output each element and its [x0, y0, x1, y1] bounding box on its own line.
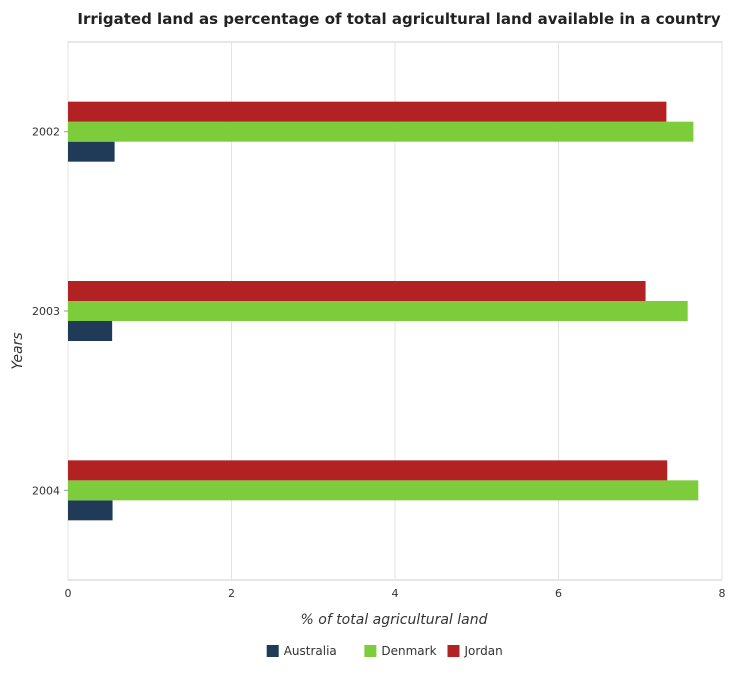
legend-swatch-denmark [364, 645, 377, 657]
x-tick-label: 2 [228, 587, 235, 600]
x-tick-label: 8 [719, 587, 726, 600]
x-axis-label: % of total agricultural land [301, 612, 488, 628]
bar-jordan-2004 [68, 460, 668, 481]
y-tick-label: 2002 [32, 126, 60, 139]
legend-label-jordan: Jordan [464, 644, 503, 658]
x-tick-label: 0 [65, 587, 72, 600]
x-tick-label: 6 [555, 587, 562, 600]
bar-denmark-2003 [68, 301, 688, 321]
bar-australia-2002 [68, 141, 115, 162]
bar-jordan-2002 [68, 101, 667, 122]
chart-title: Irrigated land as percentage of total ag… [77, 10, 720, 28]
bar-australia-2004 [68, 500, 113, 521]
x-tick-label: 4 [392, 587, 399, 600]
y-tick-label: 2003 [32, 305, 60, 318]
y-axis-label: Years [10, 332, 26, 369]
legend-label-australia: Australia [284, 644, 337, 658]
legend: Australia Denmark Jordan [266, 644, 503, 658]
bar-australia-2003 [68, 321, 113, 341]
bar-jordan-2003 [68, 281, 646, 301]
y-tick-label: 2004 [32, 484, 60, 497]
bar-denmark-2004 [68, 480, 699, 501]
legend-label-denmark: Denmark [381, 644, 436, 658]
legend-swatch-jordan [447, 645, 460, 657]
legend-swatch-australia [266, 645, 279, 657]
bar-denmark-2002 [68, 121, 694, 142]
plot-area: 0 2 4 6 8 2002 2003 2004 [32, 41, 726, 600]
